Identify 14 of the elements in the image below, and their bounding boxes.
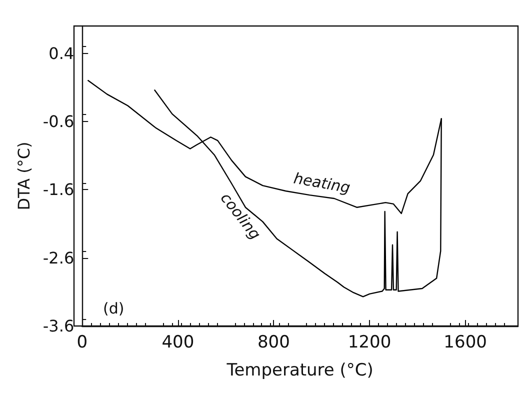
y-tick-label: -3.6 (42, 316, 74, 336)
y-axis-title: DTA (°C) (14, 142, 34, 210)
y-tick-label: -0.6 (42, 112, 74, 131)
x-tick-label: 400 (162, 332, 194, 352)
x-axis-title: Temperature (°C) (226, 360, 374, 380)
x-tick-label: 1600 (444, 332, 487, 352)
x-tick-label: 1200 (348, 332, 392, 352)
y-tick-label: -1.6 (42, 180, 74, 200)
y-tick-label: -2.6 (42, 248, 74, 268)
annotation: (d) (103, 300, 124, 318)
x-tick-label: 0 (76, 332, 88, 352)
x-tick-label: 800 (257, 332, 290, 352)
y-tick-label: 0.4 (48, 44, 74, 63)
text: heating (292, 169, 352, 197)
